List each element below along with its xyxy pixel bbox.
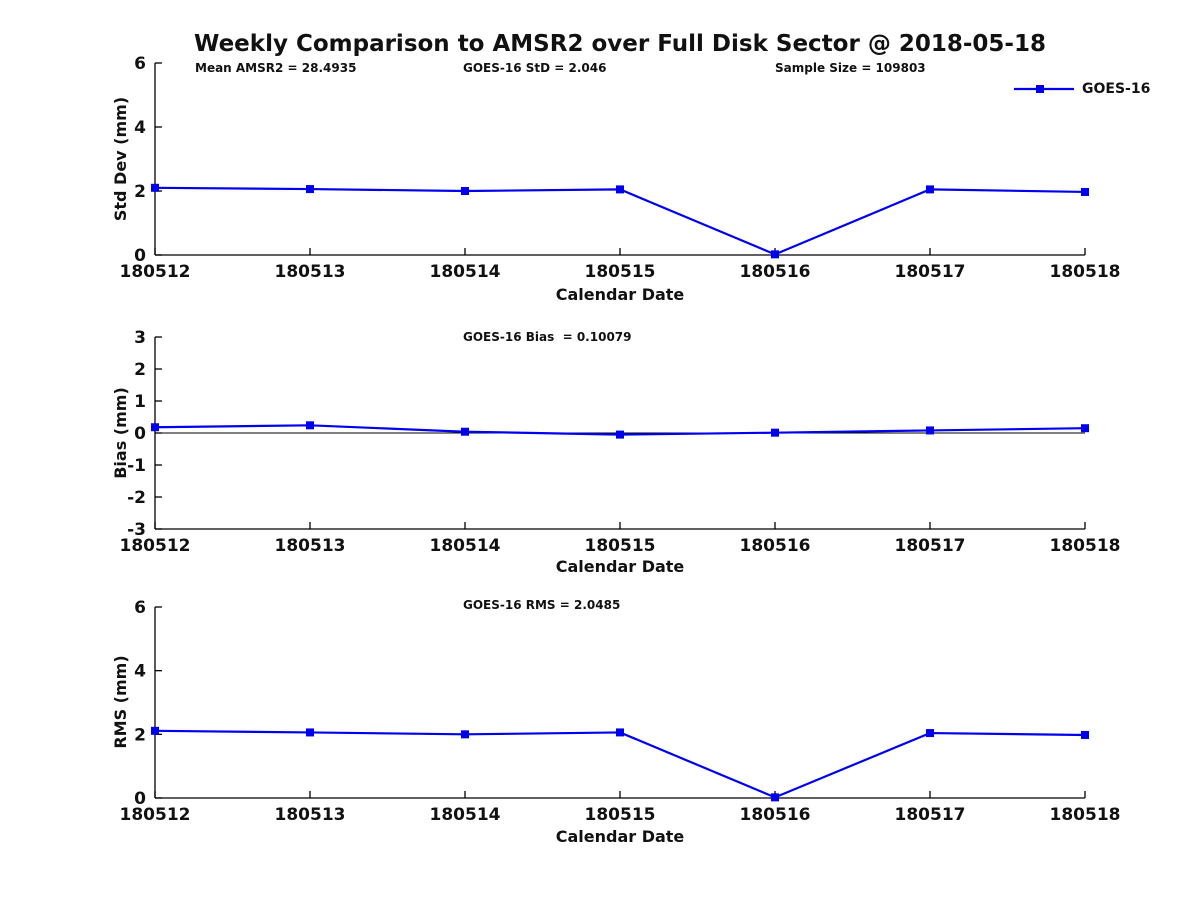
y-tick-label: 6 xyxy=(134,54,146,74)
x-tick-label: 180512 xyxy=(120,805,191,825)
x-tick-label: 180515 xyxy=(585,805,656,825)
x-tick-label: 180516 xyxy=(740,805,811,825)
data-point-marker xyxy=(771,428,779,437)
x-tick-label: 180517 xyxy=(895,805,966,825)
x-tick-label: 180513 xyxy=(275,262,346,282)
annotation-goes16-rms: GOES-16 RMS = 2.0485 xyxy=(463,598,621,612)
x-tick-label: 180518 xyxy=(1050,536,1121,556)
data-point-marker xyxy=(616,430,624,439)
data-point-marker xyxy=(771,793,779,802)
y-tick-label: 4 xyxy=(134,118,146,138)
legend-line-marker-icon xyxy=(1014,85,1074,93)
y-tick-label: 2 xyxy=(134,725,146,745)
legend-label: GOES-16 xyxy=(1082,81,1151,97)
data-point-marker xyxy=(151,183,159,192)
data-point-marker xyxy=(151,423,159,432)
x-axis-label-middle: Calendar Date xyxy=(555,557,685,576)
figure-title: Weekly Comparison to AMSR2 over Full Dis… xyxy=(194,31,1046,57)
x-tick-label: 180513 xyxy=(275,536,346,556)
x-tick-label: 180518 xyxy=(1050,262,1121,282)
y-tick-label: 0 xyxy=(134,424,146,444)
data-point-marker xyxy=(926,426,934,435)
data-point-marker xyxy=(1081,424,1089,433)
data-point-marker xyxy=(771,250,779,259)
data-point-marker xyxy=(306,421,314,430)
x-tick-label: 180514 xyxy=(430,805,501,825)
data-point-marker xyxy=(616,185,624,194)
x-tick-label: 180516 xyxy=(740,262,811,282)
y-tick-label: 1 xyxy=(134,392,146,412)
data-point-marker xyxy=(461,427,469,436)
y-tick-label: -1 xyxy=(127,456,146,476)
annotation-goes16-bias: GOES-16 Bias = 0.10079 xyxy=(463,330,632,344)
x-tick-label: 180515 xyxy=(585,536,656,556)
x-tick-label: 180517 xyxy=(895,262,966,282)
data-point-marker xyxy=(461,187,469,195)
data-point-marker xyxy=(461,730,469,739)
x-tick-label: 180514 xyxy=(430,536,501,556)
y-tick-label: -2 xyxy=(127,488,146,508)
x-tick-label: 180518 xyxy=(1050,805,1121,825)
x-tick-label: 180512 xyxy=(120,262,191,282)
x-axis-label-bottom: Calendar Date xyxy=(555,827,685,846)
x-axis-label-top: Calendar Date xyxy=(555,285,685,304)
series-line-goes-16 xyxy=(154,186,1086,256)
data-point-marker xyxy=(306,728,314,737)
x-tick-label: 180514 xyxy=(430,262,501,282)
x-tick-label: 180512 xyxy=(120,536,191,556)
legend: GOES-16 xyxy=(1013,81,1150,97)
x-tick-label: 180516 xyxy=(740,536,811,556)
y-tick-label: 4 xyxy=(134,662,146,682)
x-tick-label: 180515 xyxy=(585,262,656,282)
y-tick-label: 2 xyxy=(134,182,146,202)
y-tick-label: 2 xyxy=(134,360,146,380)
x-tick-label: 180513 xyxy=(275,805,346,825)
annotation-mean-amsr2: Mean AMSR2 = 28.4935 xyxy=(195,61,357,75)
series-line-goes-16 xyxy=(154,729,1086,799)
data-point-marker xyxy=(1081,187,1089,196)
data-point-marker xyxy=(151,726,159,735)
data-point-marker xyxy=(306,185,314,194)
y-tick-label: 3 xyxy=(134,328,146,348)
annotation-goes16-std: GOES-16 StD = 2.046 xyxy=(463,61,607,75)
annotation-sample-size: Sample Size = 109803 xyxy=(775,61,926,75)
y-tick-label: 6 xyxy=(134,598,146,618)
x-tick-label: 180517 xyxy=(895,536,966,556)
y-tick-label: 0 xyxy=(134,246,146,266)
data-point-marker xyxy=(616,728,624,737)
data-point-marker xyxy=(926,185,934,194)
y-tick-label: 0 xyxy=(134,789,146,809)
data-point-marker xyxy=(926,729,934,738)
y-tick-label: -3 xyxy=(127,520,146,540)
data-point-marker xyxy=(1081,730,1089,739)
